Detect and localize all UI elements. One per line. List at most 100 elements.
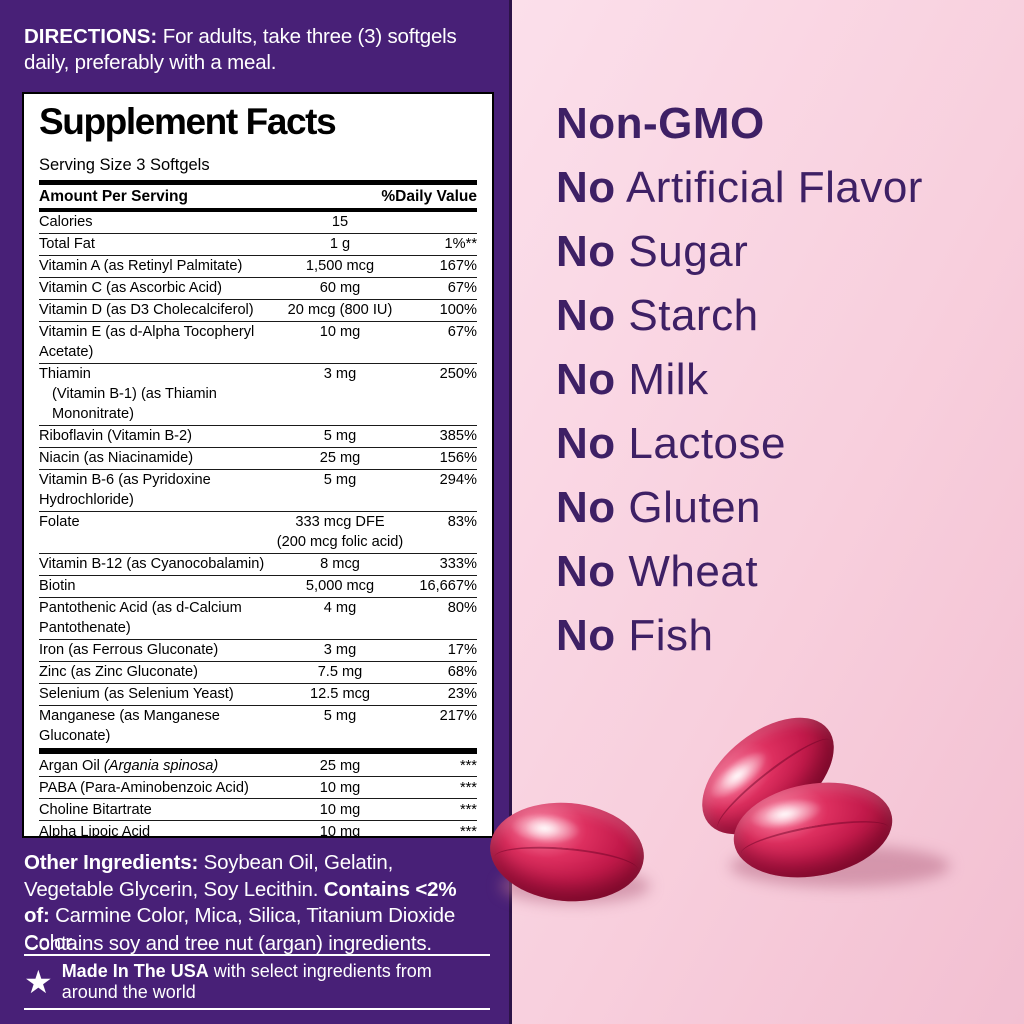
amount-cell: 10 mg <box>319 324 361 340</box>
daily-value-cell: 23% <box>447 686 477 702</box>
amount-cell: 4 mg <box>323 600 357 616</box>
amount-cell: 333 mcg DFE (200 mcg folic acid) <box>276 514 404 550</box>
table-row: Folate 333 mcg DFE (200 mcg folic acid) 8… <box>39 512 477 554</box>
nutrient-name-cell: Thiamin (Vitamin B-1) (as Thiamin Mononit… <box>39 366 217 422</box>
daily-value-cell <box>415 212 477 213</box>
claim-no-label: No <box>556 355 616 404</box>
amount-cell: 10 mg <box>319 779 361 796</box>
nutrient-name-cell: Folate <box>39 514 80 530</box>
claim-text: Gluten <box>615 483 762 532</box>
claim-item: No Fish <box>556 612 923 659</box>
made-in-usa-text: Made In The USA with select ingredients … <box>62 961 490 1003</box>
claim-text: Milk <box>615 355 709 404</box>
table-row: Choline Bitartrate 10 mg *** <box>39 799 477 821</box>
nutrient-name-cell: Vitamin E (as d-Alpha Tocopheryl Acetate… <box>39 324 255 360</box>
claim-item: No Gluten <box>556 484 923 531</box>
daily-value-cell: 156% <box>439 450 477 466</box>
softgel-capsule-front <box>726 770 900 890</box>
daily-value-cell: 1%** <box>444 236 477 252</box>
nutrient-name-cell: Total Fat <box>39 236 95 252</box>
table-row: Niacin (as Niacinamide) 25 mg 156% <box>39 448 477 470</box>
table-row: Biotin 5,000 mcg 16,667% <box>39 576 477 598</box>
serving-size: Serving Size 3 Softgels <box>39 156 210 174</box>
table-row: Argan Oil (Argania spinosa) 25 mg *** <box>39 755 477 777</box>
table-row: Manganese (as Manganese Gluconate) 5 mg … <box>39 706 477 747</box>
table-row: Riboflavin (Vitamin B-2) 5 mg 385% <box>39 426 477 448</box>
contains-label: Contains <2% of: <box>24 877 457 928</box>
amount-cell: 10 mg <box>319 801 361 818</box>
claim-no-label: No <box>556 611 616 660</box>
divider-section <box>39 747 477 754</box>
softgel-shadow <box>730 845 950 887</box>
nutrient-name-cell: Alpha Lipoic Acid <box>39 823 151 838</box>
column-amount-per-serving: Amount Per Serving <box>39 188 188 205</box>
daily-value-cell: 67% <box>447 280 477 296</box>
table-row: Vitamin B-6 (as Pyridoxine Hydrochloride… <box>39 470 477 512</box>
claim-no-label: No <box>556 547 616 596</box>
claim-item: No Wheat <box>556 548 923 595</box>
purple-panel: DIRECTIONS: For adults, take three (3) s… <box>0 0 512 1024</box>
daily-value-cell: *** <box>459 823 477 838</box>
daily-value-cell: 294% <box>439 472 477 488</box>
claim-item: Non-GMO <box>556 100 923 147</box>
amount-cell: 1,500 mcg <box>305 258 375 274</box>
daily-value-cell: 100% <box>439 302 477 318</box>
daily-value-cell: 217% <box>439 708 477 724</box>
amount-cell: 25 mg <box>319 757 361 774</box>
amount-cell: 20 mcg (800 IU) <box>287 302 393 318</box>
directions-body: For adults, take three (3) softgels dail… <box>24 25 457 74</box>
table-row: Calories 15 <box>39 212 477 234</box>
amount-cell: 8 mcg <box>320 556 360 572</box>
divider-thick <box>39 180 477 185</box>
amount-cell: 10 mg <box>319 823 361 838</box>
table-header: Amount Per Serving %Daily Value <box>39 185 477 208</box>
nutrient-name-cell: Pantothenic Acid (as d-Calcium Pantothen… <box>39 600 242 636</box>
amount-cell: 5,000 mcg <box>305 578 375 594</box>
made-in-usa-rest: with select ingredients from around the … <box>61 961 432 1002</box>
daily-value-cell: 16,667% <box>419 578 477 594</box>
nutrient-name-cell: Manganese (as Manganese Gluconate) <box>39 708 220 744</box>
nutrient-name-cell: Riboflavin (Vitamin B-2) <box>39 428 193 444</box>
made-in-usa-block: ★ Made In The USA with select ingredient… <box>24 954 490 1010</box>
daily-value-cell: 333% <box>439 556 477 572</box>
nutrient-name-cell: Vitamin B-6 (as Pyridoxine Hydrochloride… <box>39 472 211 508</box>
daily-value-cell: *** <box>459 801 477 818</box>
table-row: Vitamin E (as d-Alpha Tocopheryl Acetate… <box>39 322 477 364</box>
nutrient-name-cell: Vitamin D (as D3 Cholecalciferol) <box>39 302 254 318</box>
claim-no-label: No <box>556 163 616 212</box>
other-ingredients: Other Ingredients: Soybean Oil, Gelatin,… <box>24 850 476 956</box>
claims-list: Non-GMO No Artificial Flavor No Sugar No St… <box>556 100 923 659</box>
claim-no-label: No <box>556 419 616 468</box>
daily-value-cell: 68% <box>447 664 477 680</box>
claim-no-label: No <box>556 483 616 532</box>
table-row: Vitamin C (as Ascorbic Acid) 60 mg 67% <box>39 278 477 300</box>
nutrient-name-cell: Vitamin B-12 (as Cyanocobalamin) <box>39 556 265 572</box>
claim-text: Lactose <box>615 419 786 468</box>
nutrient-name-cell: Zinc (as Zinc Gluconate) <box>39 664 198 680</box>
claim-text: Wheat <box>615 547 759 596</box>
table-row: Iron (as Ferrous Gluconate) 3 mg 17% <box>39 640 477 662</box>
daily-value-cell: *** <box>459 757 477 774</box>
softgel-shadow <box>500 868 650 904</box>
daily-value-cell: 250% <box>439 366 477 382</box>
nutrient-name-cell: Vitamin A (as Retinyl Palmitate) <box>39 258 243 274</box>
claim-no-label: No <box>556 227 616 276</box>
amount-cell: 3 mg <box>323 642 357 658</box>
made-in-usa-line: ★ Made In The USA with select ingredient… <box>24 956 490 1008</box>
nutrient-rows: Calories 15 Total Fat 1 g 1%** Vitamin A… <box>39 212 477 747</box>
claim-item: No Starch <box>556 292 923 339</box>
divider-line <box>24 954 490 956</box>
daily-value-cell: 17% <box>447 642 477 658</box>
made-in-usa-bold: Made In The USA <box>61 961 209 981</box>
table-row: Vitamin B-12 (as Cyanocobalamin) 8 mcg 3… <box>39 554 477 576</box>
star-icon: ★ <box>24 964 53 1000</box>
amount-cell: 3 mg <box>323 366 357 382</box>
claim-text: Starch <box>615 291 759 340</box>
amount-cell: 60 mg <box>319 280 361 296</box>
amount-cell: 15 <box>331 214 349 230</box>
daily-value-cell: 83% <box>447 514 477 530</box>
supplement-facts-title: Supplement Facts <box>39 101 337 142</box>
claim-item: No Milk <box>556 356 923 403</box>
nutrient-name-cell: Argan Oil (Argania spinosa) <box>39 757 219 774</box>
amount-cell: 25 mg <box>319 450 361 466</box>
